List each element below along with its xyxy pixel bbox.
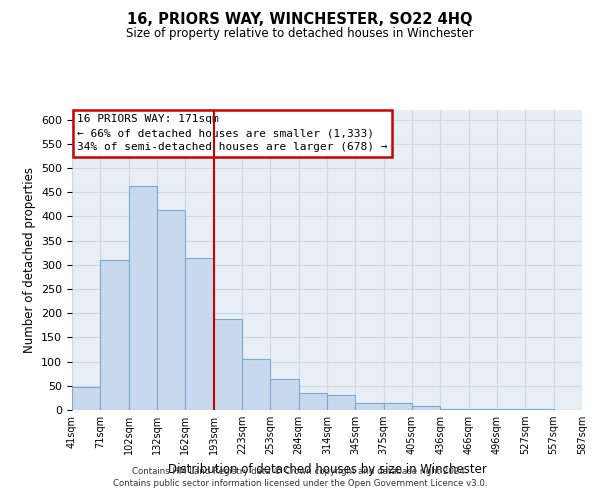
X-axis label: Distribution of detached houses by size in Winchester: Distribution of detached houses by size … (167, 462, 487, 475)
Bar (355, 403, 383, 410)
Bar (128, 186, 157, 410)
Bar (526, 409, 554, 410)
Bar (157, 210, 185, 410)
Bar (440, 409, 469, 410)
Bar (214, 319, 242, 410)
Y-axis label: Number of detached properties: Number of detached properties (23, 167, 35, 353)
Bar (497, 409, 526, 410)
Bar (72, 388, 100, 410)
Bar (185, 258, 214, 410)
Bar (412, 406, 440, 410)
Bar (383, 403, 412, 410)
Text: 16 PRIORS WAY: 171sqm
← 66% of detached houses are smaller (1,333)
34% of semi-d: 16 PRIORS WAY: 171sqm ← 66% of detached … (77, 114, 388, 152)
Text: Contains HM Land Registry data © Crown copyright and database right 2024.
Contai: Contains HM Land Registry data © Crown c… (113, 466, 487, 487)
Text: Size of property relative to detached houses in Winchester: Size of property relative to detached ho… (126, 28, 474, 40)
Bar (299, 393, 327, 410)
Bar (100, 260, 128, 410)
Bar (469, 409, 497, 410)
Text: 16, PRIORS WAY, WINCHESTER, SO22 4HQ: 16, PRIORS WAY, WINCHESTER, SO22 4HQ (127, 12, 473, 28)
Bar (271, 378, 299, 410)
Bar (242, 359, 271, 410)
Bar (327, 396, 355, 410)
